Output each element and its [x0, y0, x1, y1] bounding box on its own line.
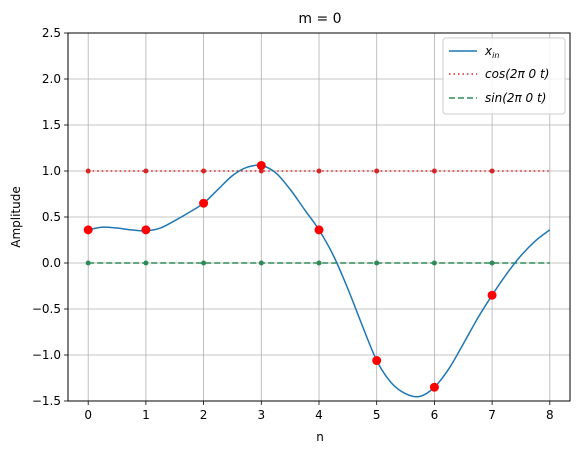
y-tick-label: −1.0 — [32, 348, 61, 362]
x-tick-label: 5 — [373, 408, 381, 422]
x-tick-label: 8 — [546, 408, 554, 422]
x-tick-label: 4 — [315, 408, 323, 422]
y-tick-label: −1.5 — [32, 394, 61, 408]
y-tick-label: 1.5 — [42, 118, 61, 132]
x-tick-label: 1 — [142, 408, 150, 422]
y-axis: −1.5 −1.0 −0.5 0.0 0.5 1.0 1.5 2.0 2.5 — [32, 26, 68, 408]
sin-sample-point — [316, 260, 322, 266]
sample-point — [314, 225, 324, 235]
x-tick-label: 2 — [200, 408, 208, 422]
legend-x-main: x — [484, 44, 493, 58]
chart-title: m = 0 — [298, 11, 341, 27]
x-axis-label: n — [316, 430, 324, 444]
cos-sample-point — [316, 168, 322, 174]
y-tick-label: 1.0 — [42, 164, 61, 178]
legend-label-sin: sin(2π 0 t) — [485, 91, 546, 105]
x-tick-label: 3 — [257, 408, 265, 422]
y-tick-label: 2.0 — [42, 72, 61, 86]
sample-point — [487, 290, 497, 300]
y-tick-label: −0.5 — [32, 302, 61, 316]
y-tick-label: 0.5 — [42, 210, 61, 224]
legend-box — [442, 37, 566, 115]
sin-sample-point — [374, 260, 380, 266]
cos-sample-point — [431, 168, 437, 174]
x-axis: 0 1 2 3 4 5 6 7 8 — [84, 401, 554, 422]
sample-point — [141, 225, 151, 235]
x-tick-label: 0 — [84, 408, 92, 422]
sin-sample-point — [489, 260, 495, 266]
sin-sample-point — [201, 260, 207, 266]
legend-x-sub: in — [492, 51, 499, 60]
y-tick-label: 0.0 — [42, 256, 61, 270]
sample-point — [83, 225, 93, 235]
sample-point — [372, 356, 382, 366]
cos-sample-point — [143, 168, 149, 174]
plot-area — [83, 160, 551, 398]
sin-sample-point — [143, 260, 149, 266]
sin-sample-point — [85, 260, 91, 266]
legend: xin cos(2π 0 t) sin(2π 0 t) — [442, 37, 566, 115]
sample-point — [199, 198, 209, 208]
cos-sample-point — [374, 168, 380, 174]
sin-sample-point — [431, 260, 437, 266]
legend-label-cos: cos(2π 0 t) — [485, 67, 549, 81]
cos-sample-point — [201, 168, 207, 174]
y-tick-label: 2.5 — [42, 26, 61, 40]
y-axis-label: Amplitude — [9, 186, 23, 248]
cos-sample-point — [85, 168, 91, 174]
cos-sample-point — [489, 168, 495, 174]
sample-point — [429, 382, 439, 392]
x-tick-label: 6 — [431, 408, 439, 422]
legend-label-x-in: xin — [484, 44, 499, 60]
x-tick-label: 7 — [488, 408, 496, 422]
sample-point — [256, 160, 266, 170]
sin-sample-point — [258, 260, 264, 266]
